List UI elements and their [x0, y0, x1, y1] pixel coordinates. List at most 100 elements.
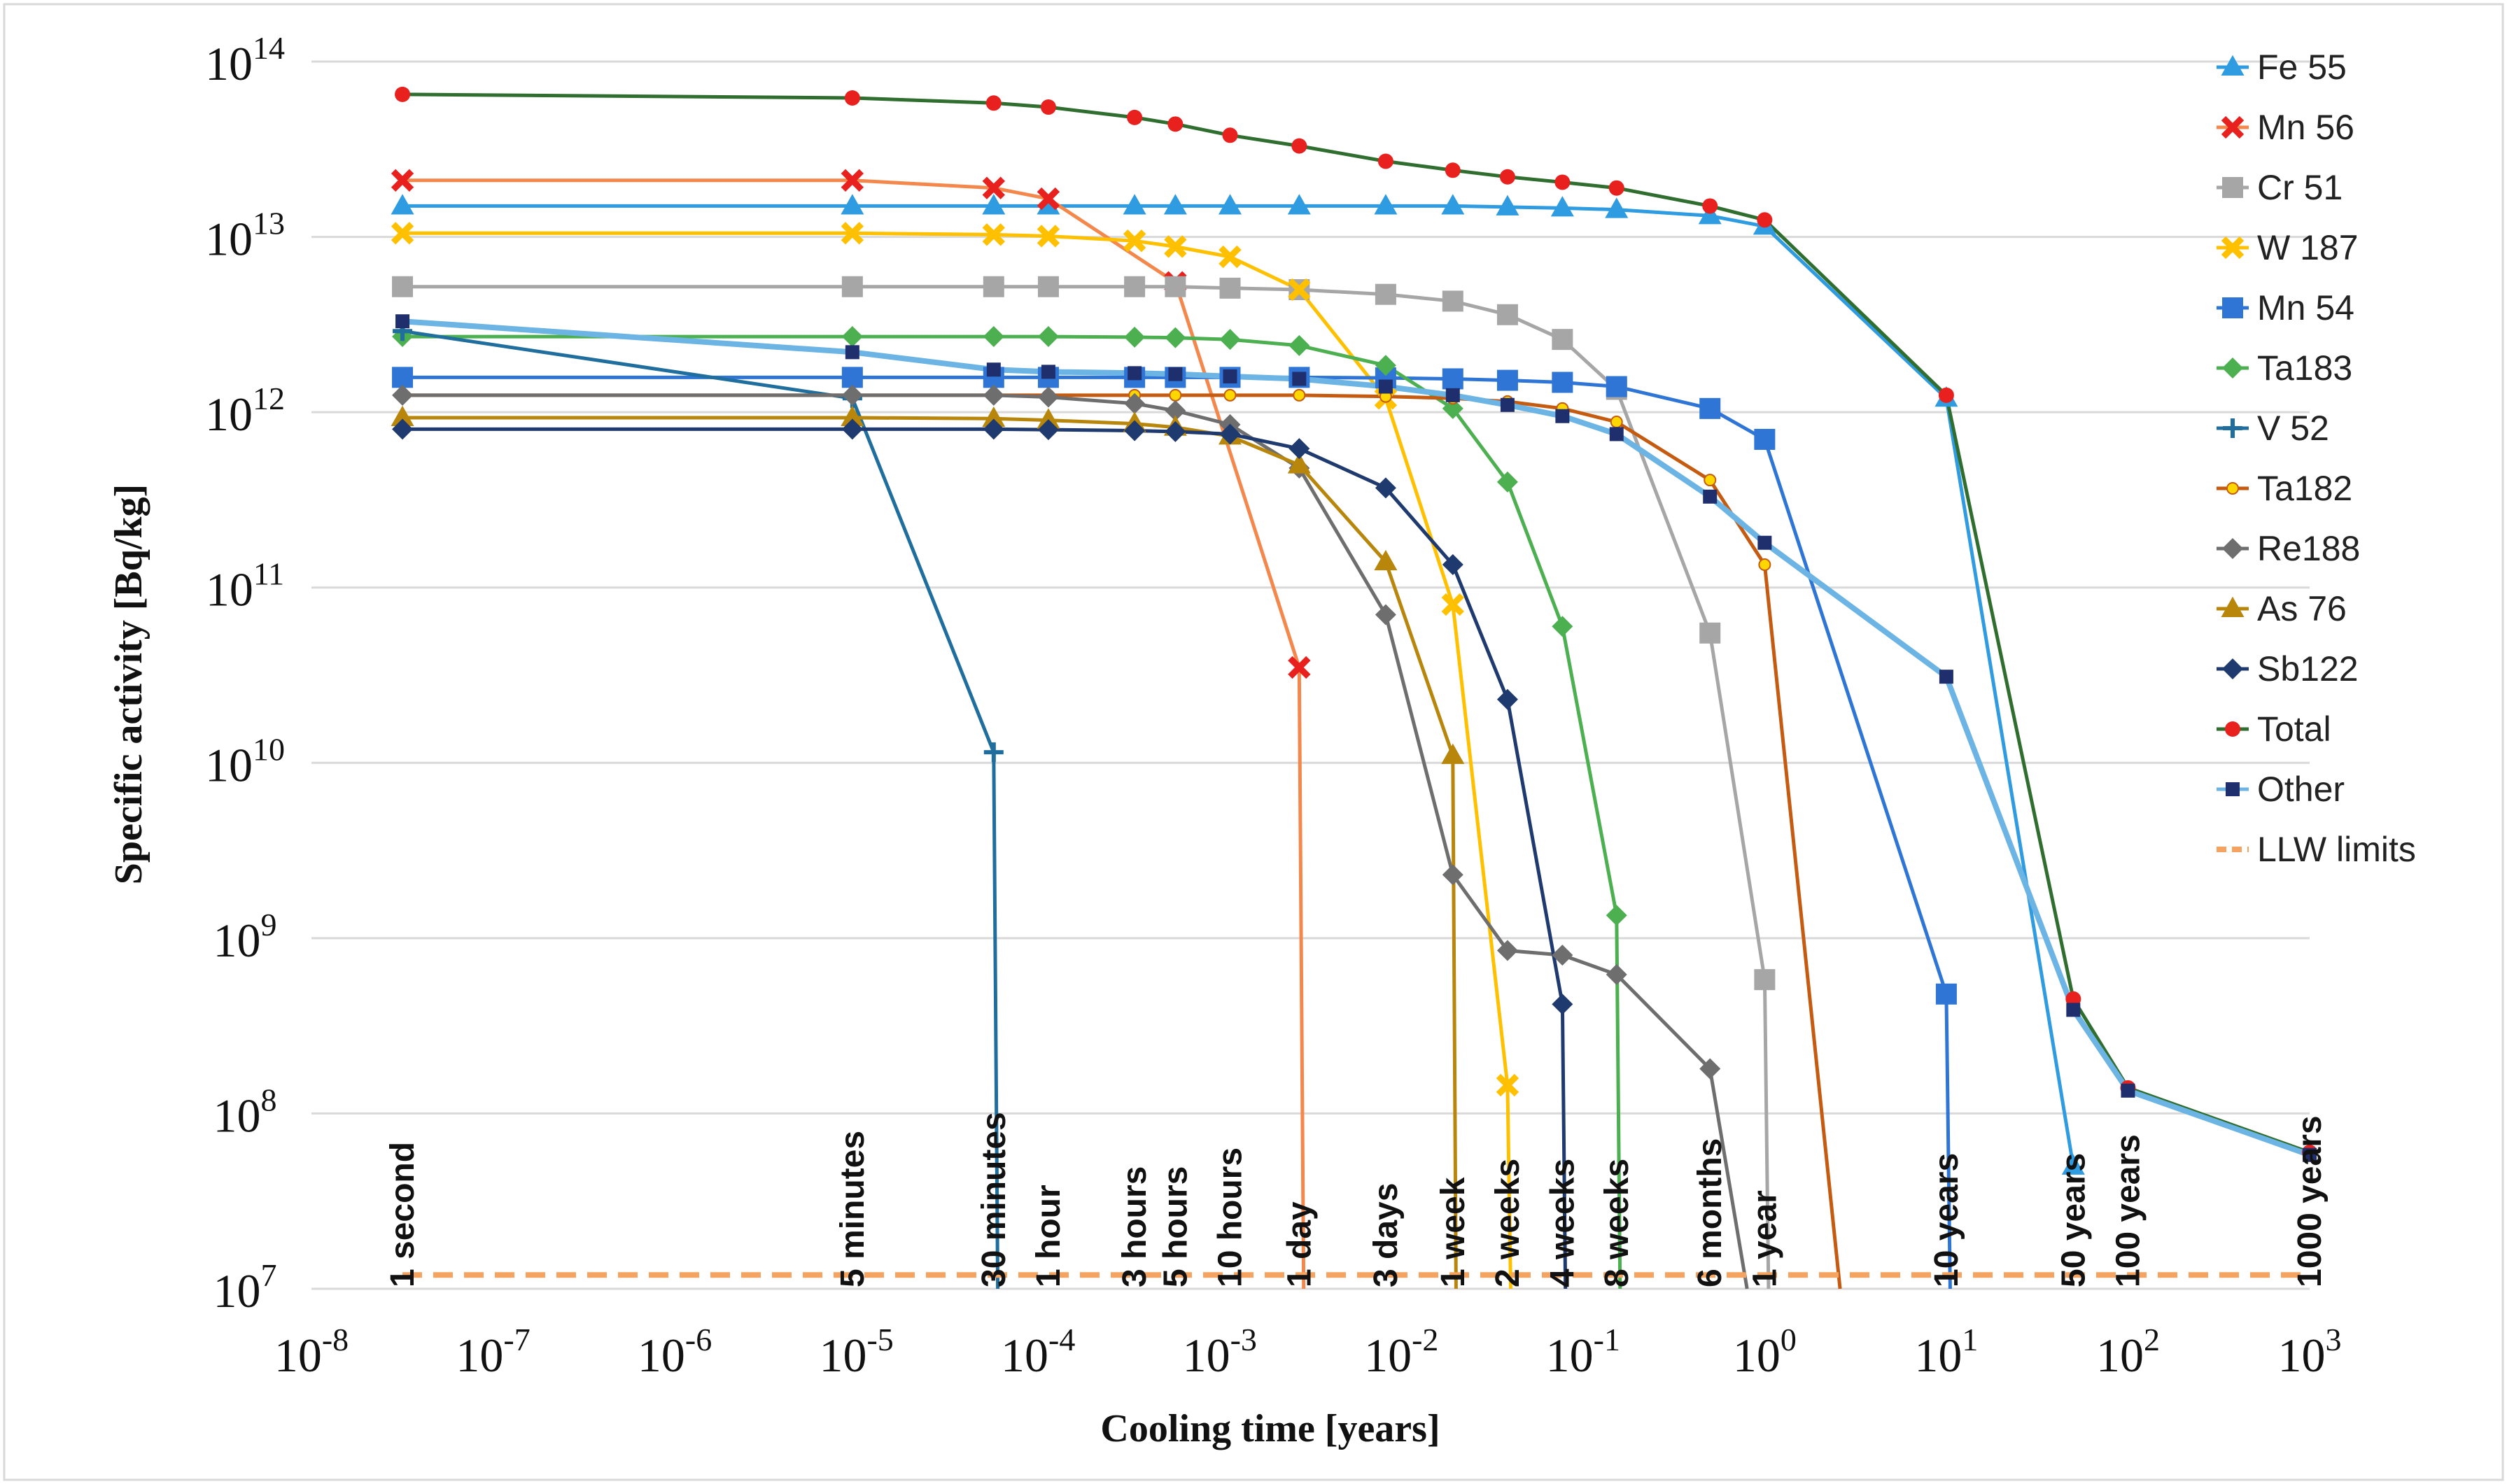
point-marker	[1291, 138, 1307, 154]
point-marker	[1754, 969, 1776, 991]
point-marker	[1378, 379, 1393, 394]
time-annotation-label: 6 months	[1692, 1138, 1729, 1287]
point-marker	[1499, 169, 1515, 185]
x-tick-base: 10	[1001, 1329, 1048, 1382]
legend-label: Total	[2257, 709, 2331, 749]
point-marker	[844, 90, 860, 106]
y-tick-base: 10	[213, 914, 261, 967]
x-axis-ticks: 10-8 10-7 10-6 10-5 10-4 10-3 10-2 10-1 100 101 10…	[274, 1322, 2342, 1382]
marker-stroke	[841, 169, 864, 192]
marker-stroke	[1288, 278, 1311, 302]
time-annotation-label: 3 hours	[1116, 1166, 1153, 1287]
point-marker	[1037, 326, 1059, 348]
point-marker	[1124, 393, 1146, 414]
point-marker	[392, 418, 414, 440]
point-marker	[1754, 428, 1776, 450]
point-marker	[841, 326, 863, 348]
point-marker	[1938, 387, 1954, 403]
point-marker	[985, 95, 1002, 111]
time-annotation-label: 1 second	[384, 1142, 421, 1287]
point-marker	[391, 194, 414, 215]
point-marker	[2221, 236, 2245, 260]
point-marker	[1223, 369, 1237, 383]
marker-stroke	[1219, 245, 1242, 269]
point-marker	[1040, 99, 1056, 115]
marker-stroke	[982, 223, 1006, 246]
point-marker	[2221, 596, 2245, 617]
legend-entry: W 187	[2217, 228, 2359, 267]
legend-label: Other	[2257, 770, 2345, 809]
time-annotation-label: 1 week	[1435, 1177, 1472, 1287]
point-marker	[1496, 369, 1518, 391]
x-tick-base: 10	[2096, 1329, 2144, 1382]
point-marker	[2222, 297, 2243, 318]
point-marker	[1699, 397, 1721, 419]
time-annotation-label: 1000 years	[2291, 1115, 2329, 1287]
point-marker	[1219, 277, 1241, 299]
point-marker	[1037, 187, 1060, 211]
point-marker	[1554, 174, 1571, 190]
x-tick-label: 103	[2278, 1322, 2342, 1382]
x-tick-exponent: -4	[1048, 1322, 1075, 1357]
point-marker	[1935, 983, 1957, 1005]
point-marker	[841, 169, 864, 192]
point-marker	[841, 405, 864, 427]
point-marker	[1442, 290, 1463, 312]
y-tick-exponent: 12	[253, 381, 285, 416]
legend-entry: V 52	[2217, 409, 2329, 448]
point-marker	[1610, 416, 1623, 429]
point-marker	[1555, 409, 1570, 423]
legend-label: Re188	[2257, 529, 2360, 568]
time-annotation-label: 10 years	[1928, 1153, 1965, 1287]
point-marker	[1758, 558, 1771, 572]
point-marker	[1041, 365, 1055, 379]
point-marker	[1165, 421, 1186, 442]
x-tick-label: 10-6	[638, 1322, 712, 1382]
legend-entry: Total	[2217, 709, 2331, 749]
point-marker	[1375, 604, 1396, 626]
marker-stroke	[1123, 229, 1146, 253]
point-marker	[1169, 388, 1182, 402]
point-marker	[1374, 194, 1398, 215]
point-marker	[1219, 329, 1241, 351]
point-marker	[1699, 622, 1721, 644]
x-tick-label: 10-7	[456, 1322, 530, 1382]
time-annotation-label: 1 hour	[1030, 1185, 1067, 1287]
legend-entry: Fe 55	[2217, 48, 2347, 87]
point-marker	[1128, 366, 1142, 381]
legend-label: V 52	[2257, 409, 2329, 448]
point-marker	[841, 418, 863, 440]
point-marker	[1698, 204, 1722, 225]
time-annotation-label: 50 years	[2055, 1153, 2092, 1287]
y-tick-label: 109	[213, 907, 277, 967]
point-marker	[1375, 283, 1396, 305]
point-marker	[1223, 388, 1237, 402]
point-marker	[395, 86, 411, 102]
x-tick-exponent: -8	[322, 1322, 349, 1357]
point-marker	[1552, 372, 1573, 393]
legend-label: LLW limits	[2257, 830, 2416, 869]
time-annotation-label: 8 weeks	[1599, 1159, 1636, 1287]
legend-entry: Mn 54	[2217, 288, 2354, 327]
x-tick-label: 10-3	[1183, 1322, 1257, 1382]
time-annotation-label: 2 weeks	[1489, 1159, 1526, 1287]
point-marker	[1445, 162, 1461, 178]
point-marker	[392, 367, 414, 388]
y-tick-base: 10	[213, 1264, 261, 1317]
point-marker	[841, 276, 863, 297]
point-marker	[1757, 535, 1772, 550]
y-tick-label: 108	[213, 1082, 277, 1142]
point-marker	[1442, 554, 1463, 576]
point-marker	[2223, 418, 2242, 438]
point-marker	[986, 362, 1001, 377]
legend-label: Fe 55	[2257, 48, 2347, 87]
point-marker	[1441, 743, 1465, 764]
time-annotation-label: 3 days	[1368, 1183, 1405, 1287]
point-marker	[1375, 355, 1396, 376]
x-tick-base: 10	[638, 1329, 685, 1382]
point-marker	[2226, 782, 2240, 796]
point-marker	[983, 326, 1004, 348]
x-tick-label: 10-4	[1001, 1322, 1075, 1382]
point-marker	[1702, 198, 1718, 214]
